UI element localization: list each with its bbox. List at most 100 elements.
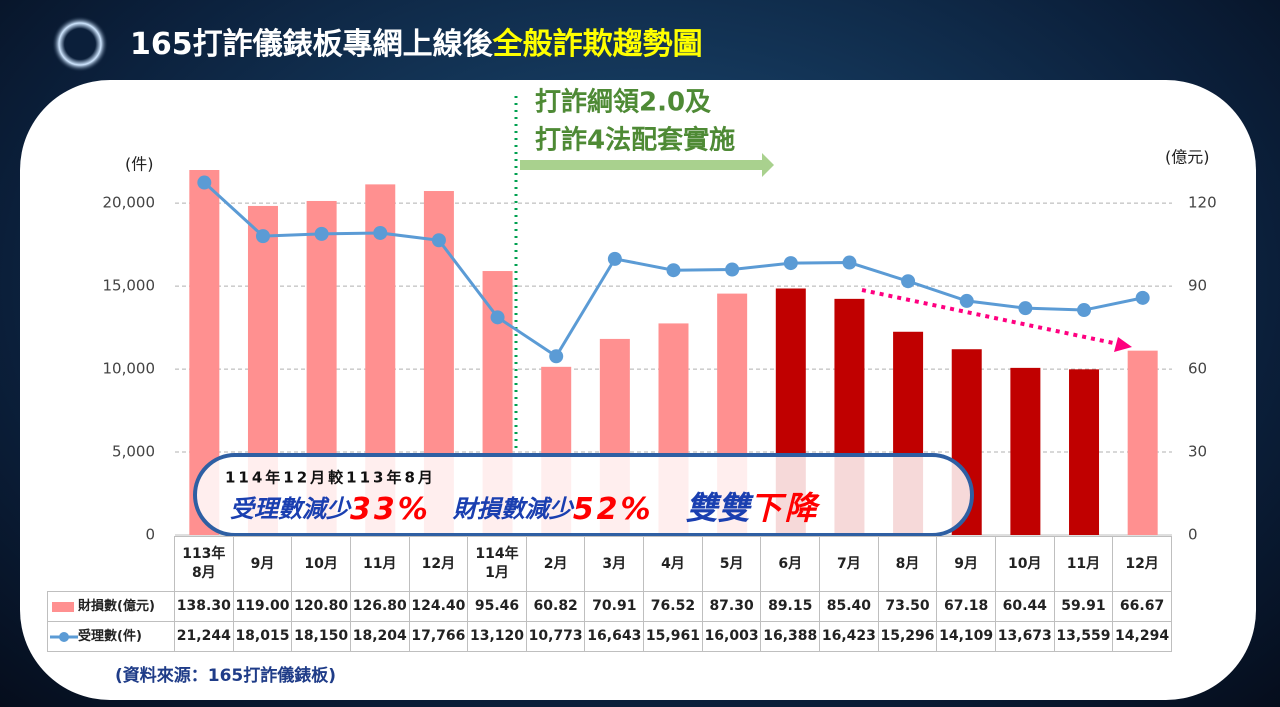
title-highlight: 全般詐欺趨勢圖: [492, 27, 703, 62]
legend-entry: 財損數(億元): [47, 591, 175, 622]
callout-value2: 52%: [573, 492, 654, 527]
table-value: 67.18: [936, 591, 996, 622]
x-tick-label: 7月: [819, 536, 879, 592]
line-marker: [490, 310, 505, 325]
line-marker: [1135, 290, 1150, 305]
table-value: 95.46: [467, 591, 527, 622]
table-value: 120.80: [291, 591, 351, 622]
table-value: 126.80: [349, 591, 410, 622]
table-value: 73.50: [877, 591, 938, 622]
policy-arrow: [520, 153, 774, 177]
x-tick-label: 11月: [1053, 536, 1114, 592]
table-value: 21,244: [174, 621, 234, 652]
legend-icon: [50, 631, 78, 642]
table-value: 13,120: [467, 621, 527, 652]
line-marker: [197, 175, 212, 190]
legend-icon: [52, 601, 74, 612]
line-marker: [666, 263, 681, 278]
table-value: 76.52: [643, 591, 703, 622]
table-value: 16,003: [701, 621, 762, 652]
table-value: 16,388: [760, 621, 821, 652]
y2-tick-label: 120: [1188, 194, 1217, 212]
x-tick-label: 3月: [584, 536, 645, 592]
logo-ring: [52, 16, 108, 72]
line-marker: [901, 274, 916, 289]
table-value: 89.15: [760, 591, 821, 622]
y2-tick-label: 60: [1188, 360, 1207, 378]
title-main: 165打詐儀錶板專網上線後: [130, 27, 494, 62]
y-tick-label: 10,000: [103, 360, 156, 378]
table-value: 66.67: [1112, 591, 1172, 622]
y-tick-label: 20,000: [103, 194, 156, 212]
y2-tick-label: 90: [1188, 277, 1207, 295]
table-corner: [47, 536, 175, 592]
bar: [1069, 369, 1100, 535]
x-tick-label: 6月: [760, 536, 821, 592]
table-value: 124.40: [408, 591, 469, 622]
table-value: 18,150: [291, 621, 351, 652]
table-value: 13,673: [994, 621, 1055, 652]
callout-box: [193, 453, 974, 537]
table-value: 60.44: [994, 591, 1055, 622]
line-marker: [783, 256, 798, 271]
table-value: 14,294: [1112, 621, 1172, 652]
bar: [1127, 350, 1158, 535]
table-value: 85.40: [819, 591, 879, 622]
table-value: 119.00: [232, 591, 293, 622]
table-value: 10,773: [525, 621, 586, 652]
callout-conclusion1: 雙雙: [686, 489, 755, 527]
line-marker: [373, 225, 388, 240]
callout-value1: 33%: [350, 492, 431, 527]
x-tick-label: 2月: [525, 536, 586, 592]
x-tick-label: 114年 1月: [467, 536, 527, 592]
table-value: 15,961: [643, 621, 703, 652]
line-marker: [842, 255, 857, 270]
x-tick-label: 11月: [349, 536, 410, 592]
y2-tick-label: 30: [1188, 443, 1207, 461]
y-tick-label: 0: [145, 526, 155, 544]
table-value: 59.91: [1053, 591, 1114, 622]
callout-item1: 受理數減少: [230, 495, 352, 523]
table-value: 18,015: [232, 621, 293, 652]
x-tick-label: 9月: [936, 536, 996, 592]
table-value: 138.30: [174, 591, 234, 622]
legend-label: 財損數(億元): [78, 598, 155, 614]
policy-text: 打詐綱領2.0及: [535, 87, 711, 118]
policy-text: 打詐4法配套實施: [535, 125, 735, 156]
y-axis-label: (件): [125, 155, 154, 174]
legend-label: 受理數(件): [78, 628, 142, 644]
legend-entry: 受理數(件): [47, 621, 175, 652]
table-value: 17,766: [408, 621, 469, 652]
trend-arrow-head: [1114, 337, 1132, 352]
line-marker: [725, 262, 740, 277]
table-value: 18,204: [349, 621, 410, 652]
table-value: 16,423: [819, 621, 879, 652]
line-marker: [959, 293, 974, 308]
source-note: (資料來源：165打詐儀錶板): [115, 665, 336, 686]
x-tick-label: 12月: [408, 536, 469, 592]
callout-conclusion2: 下降: [750, 489, 821, 527]
table-value: 15,296: [877, 621, 938, 652]
bar: [1010, 367, 1041, 535]
callout-body: 受理數減少33% 財損數減少52% 雙雙下降: [230, 489, 821, 527]
data-table: 113年 8月 9月 10月 11月 12月 114年 1月 2月 3月 4月 5月 6月 7月 8月 9…: [47, 536, 1172, 652]
callout-heading: 114年12月較113年8月: [225, 469, 436, 487]
x-tick-label: 10月: [291, 536, 351, 592]
line-marker: [431, 233, 446, 248]
x-tick-label: 4月: [643, 536, 703, 592]
callout-item2: 財損數減少: [452, 495, 575, 523]
table-value: 87.30: [701, 591, 762, 622]
trend-arrow: [861, 288, 1119, 346]
y2-tick-label: 0: [1188, 526, 1198, 544]
table-value: 16,643: [584, 621, 645, 652]
x-tick-label: 5月: [701, 536, 762, 592]
x-tick-label: 9月: [232, 536, 293, 592]
line-marker: [1018, 301, 1033, 316]
y-tick-label: 5,000: [112, 443, 155, 461]
table-value: 70.91: [584, 591, 645, 622]
y-tick-label: 15,000: [103, 277, 156, 295]
x-tick-label: 8月: [877, 536, 938, 592]
x-tick-label: 12月: [1112, 536, 1172, 592]
